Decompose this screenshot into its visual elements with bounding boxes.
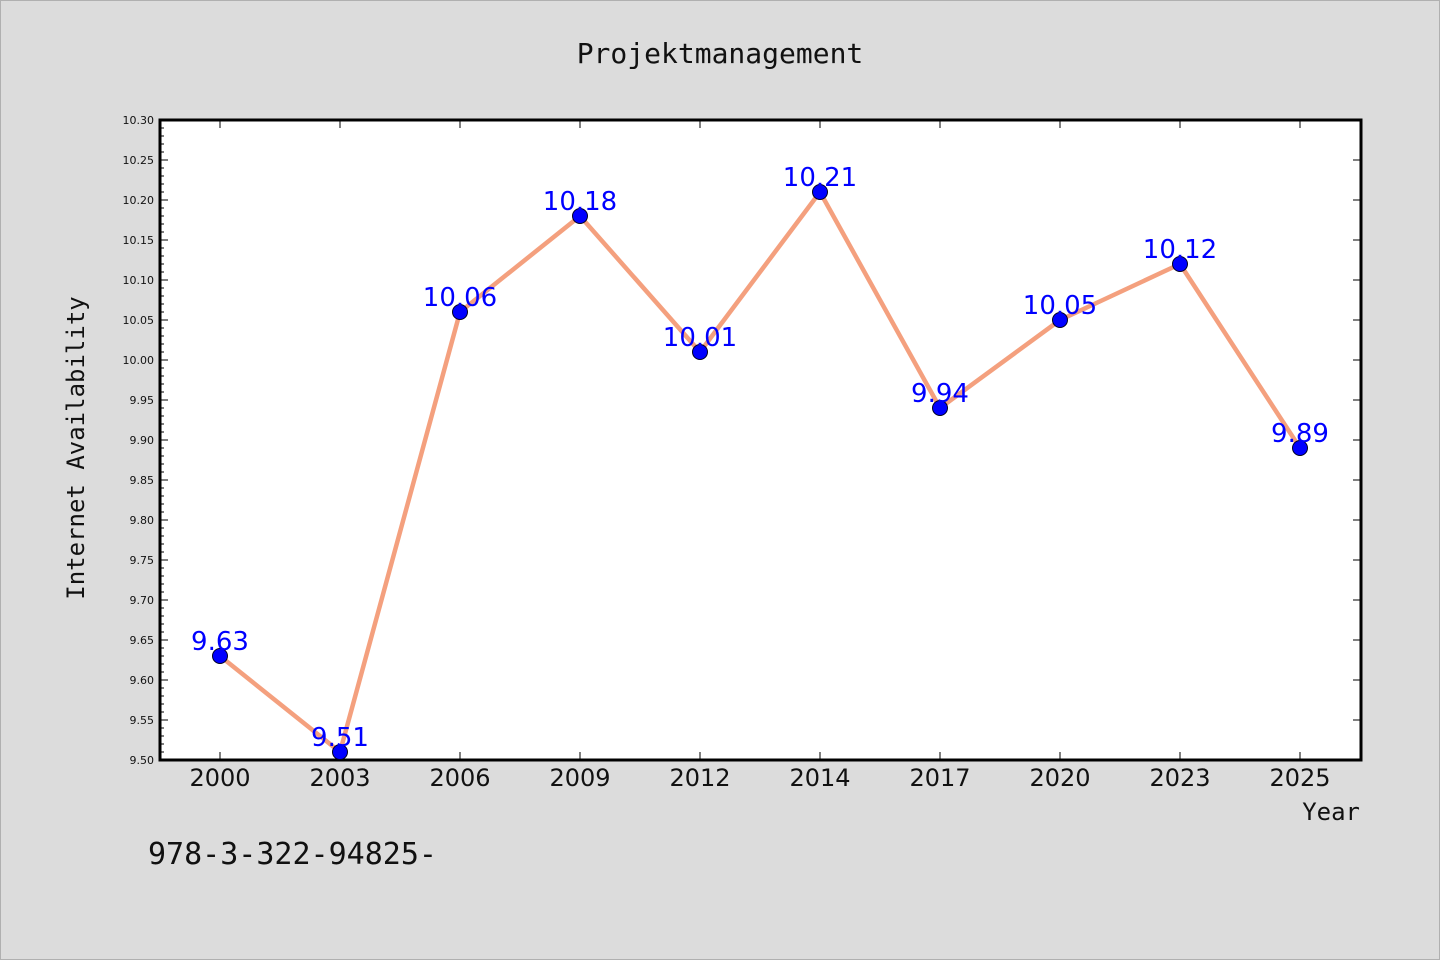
data-labels: 9.63 9.51 10.06 10.18 10.01 10.21 9.94 10.05 10.… bbox=[191, 163, 1329, 753]
y-tick-label: 10.15 bbox=[123, 234, 155, 247]
data-point bbox=[1052, 312, 1068, 328]
data-point bbox=[572, 208, 588, 224]
y-axis-label: Internet Availability bbox=[62, 296, 90, 599]
x-tick-label: 2006 bbox=[429, 764, 490, 792]
x-tick-label: 2014 bbox=[789, 764, 850, 792]
data-label: 10.06 bbox=[423, 283, 497, 313]
x-axis-label: Year bbox=[1302, 798, 1360, 826]
data-label: 9.89 bbox=[1271, 419, 1329, 449]
y-axis: 9.50 9.55 9.60 9.65 9.70 9.75 9.80 9.85 9.90 9.95… bbox=[123, 114, 1361, 767]
data-label: 10.18 bbox=[543, 187, 617, 217]
x-tick-label: 2020 bbox=[1029, 764, 1090, 792]
data-label: 10.05 bbox=[1023, 291, 1097, 321]
y-tick-label: 10.20 bbox=[123, 194, 155, 207]
x-tick-label: 2023 bbox=[1149, 764, 1210, 792]
x-tick-label: 2000 bbox=[189, 764, 250, 792]
data-label: 10.12 bbox=[1143, 235, 1217, 265]
data-point bbox=[212, 648, 228, 664]
y-tick-label: 10.10 bbox=[123, 274, 155, 287]
y-tick-label: 10.25 bbox=[123, 154, 155, 167]
data-label: 9.51 bbox=[311, 723, 369, 753]
y-tick-label: 9.60 bbox=[130, 674, 155, 687]
data-point bbox=[452, 304, 468, 320]
x-tick-label: 2012 bbox=[669, 764, 730, 792]
y-tick-label: 9.55 bbox=[130, 714, 155, 727]
y-tick-label: 9.85 bbox=[130, 474, 155, 487]
data-point bbox=[332, 744, 348, 760]
plot-area bbox=[158, 118, 1363, 762]
y-tick-label: 9.80 bbox=[130, 514, 155, 527]
x-tick-label: 2017 bbox=[909, 764, 970, 792]
data-label: 10.21 bbox=[783, 163, 857, 193]
data-label: 9.63 bbox=[191, 627, 249, 657]
y-tick-label: 9.65 bbox=[130, 634, 155, 647]
chart-title: Projektmanagement bbox=[577, 37, 864, 70]
footer-text: 978-3-322-94825- bbox=[148, 837, 437, 872]
data-label: 10.01 bbox=[663, 323, 737, 353]
y-tick-label: 10.05 bbox=[123, 314, 155, 327]
data-label: 9.94 bbox=[911, 379, 969, 409]
x-tick-label: 2009 bbox=[549, 764, 610, 792]
y-tick-label: 10.00 bbox=[123, 354, 155, 367]
y-tick-label: 9.90 bbox=[130, 434, 155, 447]
x-tick-label: 2025 bbox=[1269, 764, 1330, 792]
y-tick-label: 9.75 bbox=[130, 554, 155, 567]
data-point bbox=[932, 400, 948, 416]
data-point bbox=[1292, 440, 1308, 456]
y-tick-label: 9.95 bbox=[130, 394, 155, 407]
data-point bbox=[1172, 256, 1188, 272]
data-point bbox=[692, 344, 708, 360]
data-points bbox=[212, 184, 1308, 760]
series-line bbox=[217, 189, 1303, 755]
data-point bbox=[812, 184, 828, 200]
y-tick-label: 9.50 bbox=[130, 754, 155, 767]
x-tick-label: 2003 bbox=[309, 764, 370, 792]
x-axis: 2000 2003 2006 2009 2012 2014 2017 2020 2023 2025 bbox=[189, 120, 1331, 792]
y-tick-label: 9.70 bbox=[130, 594, 155, 607]
y-tick-label: 10.30 bbox=[123, 114, 155, 127]
